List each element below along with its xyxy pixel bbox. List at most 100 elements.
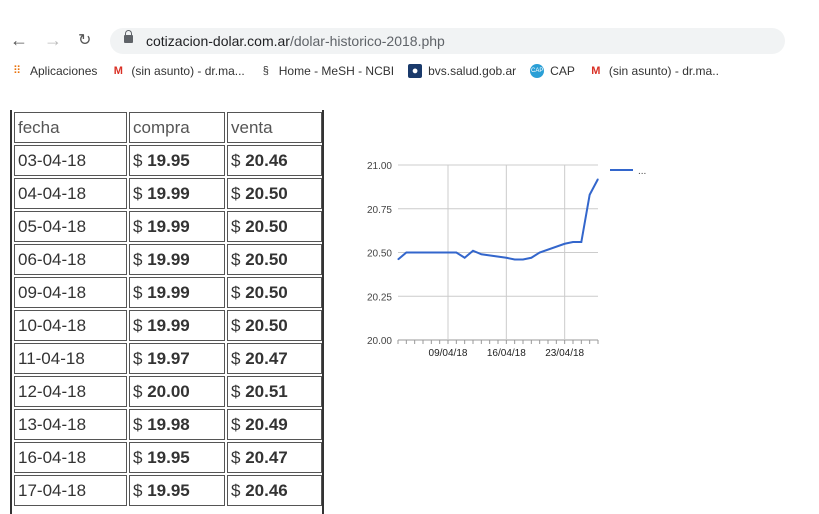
cell-fecha: 09-04-18 — [14, 277, 127, 308]
currency: $ — [133, 480, 143, 500]
venta-value: 20.47 — [245, 447, 288, 467]
currency: $ — [133, 183, 143, 203]
table-row: 04-04-18 $ 19.99 $ 20.50 — [14, 178, 322, 209]
cell-fecha: 11-04-18 — [14, 343, 127, 374]
data-point — [447, 252, 449, 253]
cell-venta: $ 20.50 — [227, 244, 322, 275]
compra-value: 19.95 — [147, 150, 190, 170]
currency: $ — [133, 447, 143, 467]
cell-fecha: 03-04-18 — [14, 145, 127, 176]
series-line — [397, 178, 599, 261]
compra-value: 19.97 — [147, 348, 190, 368]
compra-value: 20.00 — [147, 381, 190, 401]
currency: $ — [231, 381, 241, 401]
cell-compra: $ 19.99 — [129, 277, 225, 308]
cell-venta: $ 20.50 — [227, 178, 322, 209]
rate-chart: 20.00 20.25 20.50 20.75 21.00 09/04/18 16/04/1… — [367, 161, 646, 359]
currency: $ — [231, 282, 241, 302]
compra-value: 19.99 — [147, 216, 190, 236]
cell-compra: $ 20.00 — [129, 376, 225, 407]
table-header: fecha compra venta — [14, 112, 322, 143]
back-icon[interactable]: ← — [10, 30, 28, 50]
data-point — [580, 241, 582, 243]
table-row: 17-04-18 $ 19.95 $ 20.46 — [14, 475, 322, 506]
cell-venta: $ 20.47 — [227, 343, 322, 374]
cell-compra: $ 19.99 — [129, 244, 225, 275]
bookmark-mesh[interactable]: § Home - MeSH - NCBI — [259, 64, 394, 78]
compra-value: 19.99 — [147, 282, 190, 302]
forward-icon[interactable]: → — [44, 30, 62, 50]
url-path: /dolar-historico-2018.php — [289, 33, 445, 49]
x-tick-label: 23/04/18 — [545, 348, 584, 359]
data-point — [539, 252, 541, 253]
reload-icon[interactable]: ↻ — [78, 32, 92, 49]
bookmark-cap[interactable]: CAP CAP — [530, 64, 575, 78]
cell-venta: $ 20.49 — [227, 409, 322, 440]
data-point — [505, 257, 507, 259]
header-venta: venta — [227, 112, 322, 143]
bookmark-bvs[interactable]: ● bvs.salud.gob.ar — [408, 64, 516, 78]
cell-fecha: 06-04-18 — [14, 244, 127, 275]
cell-compra: $ 19.95 — [129, 475, 225, 506]
cell-fecha: 13-04-18 — [14, 409, 127, 440]
table-row: 05-04-18 $ 19.99 $ 20.50 — [14, 211, 322, 242]
table-row: 10-04-18 $ 19.99 $ 20.50 — [14, 310, 322, 341]
cell-fecha: 16-04-18 — [14, 442, 127, 473]
bookmarks-bar: ⠿ Aplicaciones M (sin asunto) - dr.ma... §… — [10, 62, 719, 80]
currency: $ — [231, 414, 241, 434]
venta-value: 20.46 — [245, 150, 288, 170]
compra-value: 19.99 — [147, 249, 190, 269]
table-row: 16-04-18 $ 19.95 $ 20.47 — [14, 442, 322, 473]
currency: $ — [231, 150, 241, 170]
currency: $ — [231, 249, 241, 269]
apps-grid-icon: ⠿ — [12, 65, 22, 77]
venta-value: 20.51 — [245, 381, 288, 401]
currency: $ — [133, 348, 143, 368]
currency: $ — [133, 414, 143, 434]
cell-fecha: 10-04-18 — [14, 310, 127, 341]
bookmark-gmail[interactable]: M (sin asunto) - dr.ma... — [111, 64, 245, 78]
cell-compra: $ 19.95 — [129, 442, 225, 473]
currency: $ — [133, 381, 143, 401]
header-fecha: fecha — [14, 112, 127, 143]
data-point — [480, 253, 482, 255]
cell-compra: $ 19.99 — [129, 211, 225, 242]
currency: $ — [133, 216, 143, 236]
cell-compra: $ 19.98 — [129, 409, 225, 440]
bvs-icon: ● — [408, 64, 423, 78]
bookmark-apps[interactable]: ⠿ Aplicaciones — [10, 64, 97, 78]
currency: $ — [133, 150, 143, 170]
data-point — [597, 178, 599, 180]
cap-icon: CAP — [530, 64, 545, 78]
browser-toolbar: ← → ↻ cotizacion-dolar.com.ar/dolar-hist… — [0, 28, 819, 54]
venta-value: 20.50 — [245, 282, 288, 302]
table-row: 03-04-18 $ 19.95 $ 20.46 — [14, 145, 322, 176]
data-point — [472, 250, 474, 252]
data-point — [530, 257, 532, 259]
bookmark-gmail-2[interactable]: M (sin asunto) - dr.ma.. — [589, 64, 719, 78]
x-tick-label: 16/04/18 — [487, 348, 526, 359]
currency: $ — [231, 315, 241, 335]
rates-table: fecha compra venta 03-04-18 $ 19.95 $ 20.4… — [10, 110, 324, 514]
table-row: 11-04-18 $ 19.97 $ 20.47 — [14, 343, 322, 374]
currency: $ — [231, 348, 241, 368]
bookmark-label: Home - MeSH - NCBI — [278, 64, 395, 78]
address-bar[interactable]: cotizacion-dolar.com.ar/dolar-historico-… — [110, 28, 785, 54]
compra-value: 19.95 — [147, 480, 190, 500]
currency: $ — [231, 216, 241, 236]
currency: $ — [133, 315, 143, 335]
data-point — [514, 259, 516, 260]
compra-value: 19.99 — [147, 315, 190, 335]
currency: $ — [133, 249, 143, 269]
currency: $ — [133, 282, 143, 302]
data-point — [572, 241, 574, 243]
data-point — [397, 259, 399, 260]
cell-venta: $ 20.47 — [227, 442, 322, 473]
compra-value: 19.99 — [147, 183, 190, 203]
cell-compra: $ 19.99 — [129, 310, 225, 341]
cell-fecha: 12-04-18 — [14, 376, 127, 407]
table-row: 13-04-18 $ 19.98 $ 20.49 — [14, 409, 322, 440]
data-point — [405, 252, 407, 253]
venta-value: 20.49 — [245, 414, 288, 434]
cell-fecha: 17-04-18 — [14, 475, 127, 506]
